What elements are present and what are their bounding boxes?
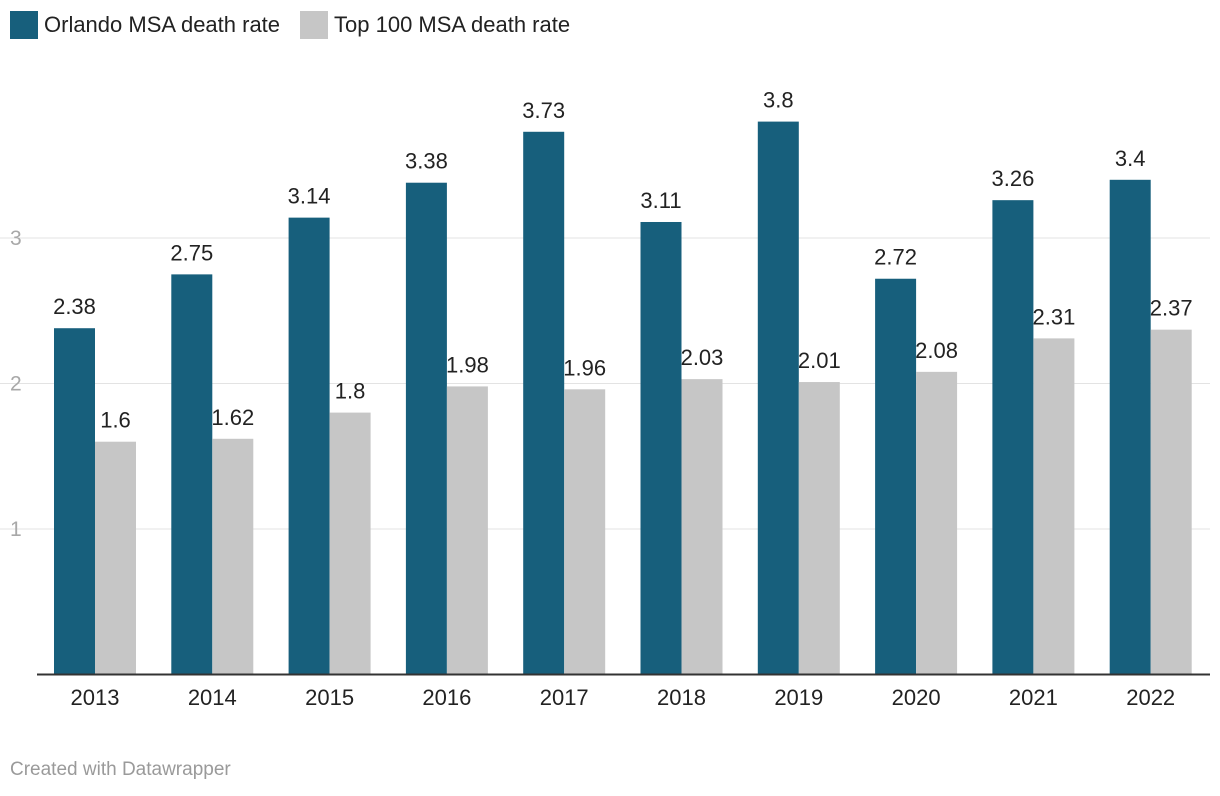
bar-top100-2017 xyxy=(564,389,606,675)
value-label-top100-2021: 2.31 xyxy=(1032,304,1075,329)
value-label-top100-2015: 1.8 xyxy=(335,379,366,404)
value-label-orlando-2020: 2.72 xyxy=(874,245,917,270)
bar-orlando-2021 xyxy=(992,200,1034,675)
value-label-top100-2014: 1.62 xyxy=(211,405,254,430)
footer-credit: Created with Datawrapper xyxy=(10,759,231,780)
bar-top100-2015 xyxy=(329,412,371,675)
bar-top100-2021 xyxy=(1033,338,1075,675)
bar-top100-2014 xyxy=(212,438,254,675)
bar-top100-2019 xyxy=(798,382,840,675)
x-tick-label-2022: 2022 xyxy=(1126,685,1175,710)
bar-orlando-2014 xyxy=(171,274,213,675)
y-tick-label-2: 2 xyxy=(10,373,22,396)
value-label-orlando-2022: 3.4 xyxy=(1115,146,1146,171)
bar-top100-2022 xyxy=(1150,329,1192,675)
value-label-top100-2022: 2.37 xyxy=(1150,296,1193,321)
value-label-top100-2013: 1.6 xyxy=(100,408,131,433)
x-tick-label-2020: 2020 xyxy=(892,685,941,710)
value-label-top100-2018: 2.03 xyxy=(681,345,724,370)
x-tick-label-2017: 2017 xyxy=(540,685,589,710)
value-label-orlando-2019: 3.8 xyxy=(763,88,794,113)
legend-swatch-orlando xyxy=(10,11,38,39)
legend-item-top100: Top 100 MSA death rate xyxy=(300,11,570,39)
bar-top100-2013 xyxy=(95,441,136,675)
value-label-top100-2017: 1.96 xyxy=(563,355,606,380)
legend-swatch-top100 xyxy=(300,11,329,39)
bar-chart: 1 2 3 2.38 1.6 2013 2.75 1.62 2014 3.14 1.8 2015 3.3… xyxy=(0,88,1210,710)
bar-orlando-2020 xyxy=(875,278,917,675)
legend-label-orlando: Orlando MSA death rate xyxy=(44,12,281,37)
bar-top100-2018 xyxy=(681,379,723,675)
bar-orlando-2018 xyxy=(640,221,682,675)
bar-top100-2016 xyxy=(446,386,488,675)
legend: Orlando MSA death rate Top 100 MSA death… xyxy=(10,11,590,39)
x-tick-label-2016: 2016 xyxy=(422,685,471,710)
x-tick-label-2019: 2019 xyxy=(774,685,823,710)
y-tick-label-1: 1 xyxy=(10,518,22,541)
bar-orlando-2022 xyxy=(1109,179,1151,675)
value-label-orlando-2017: 3.73 xyxy=(522,98,565,123)
legend-label-top100: Top 100 MSA death rate xyxy=(334,12,571,37)
bar-orlando-2015 xyxy=(288,217,330,675)
x-tick-label-2021: 2021 xyxy=(1009,685,1058,710)
y-tick-label-3: 3 xyxy=(10,227,22,250)
x-tick-label-2018: 2018 xyxy=(657,685,706,710)
value-label-top100-2019: 2.01 xyxy=(798,348,841,373)
x-tick-label-2013: 2013 xyxy=(71,685,120,710)
value-label-top100-2016: 1.98 xyxy=(446,352,489,377)
value-label-orlando-2018: 3.11 xyxy=(640,188,681,213)
value-label-orlando-2016: 3.38 xyxy=(405,149,448,174)
value-label-orlando-2013: 2.38 xyxy=(53,294,96,319)
x-tick-label-2015: 2015 xyxy=(305,685,354,710)
value-label-orlando-2015: 3.14 xyxy=(288,184,331,209)
bar-orlando-2016 xyxy=(405,182,447,675)
legend-item-orlando: Orlando MSA death rate xyxy=(10,11,280,39)
x-tick-label-2014: 2014 xyxy=(188,685,237,710)
bar-orlando-2013 xyxy=(54,328,95,675)
bar-orlando-2017 xyxy=(523,131,565,675)
value-label-top100-2020: 2.08 xyxy=(915,338,958,363)
value-label-orlando-2021: 3.26 xyxy=(991,166,1034,191)
bar-orlando-2019 xyxy=(757,121,799,675)
value-label-orlando-2014: 2.75 xyxy=(170,240,213,265)
bar-top100-2020 xyxy=(916,371,958,675)
